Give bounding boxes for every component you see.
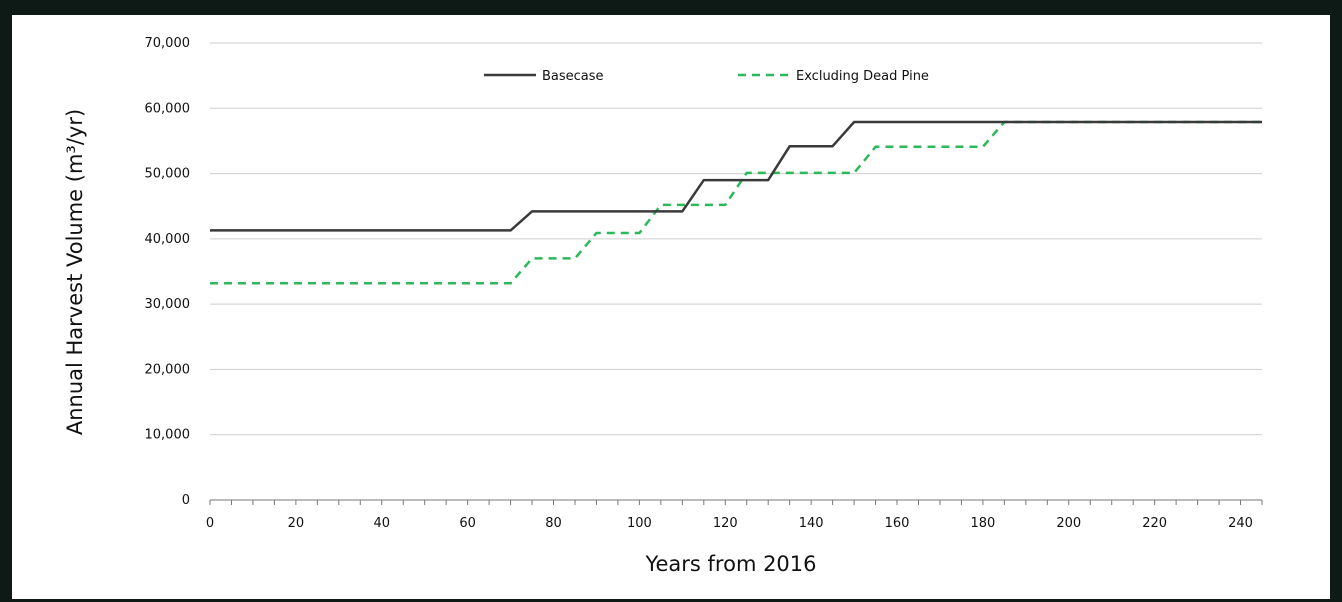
y-tick-label: 10,000 bbox=[145, 428, 191, 443]
x-tick-label: 40 bbox=[373, 516, 390, 531]
legend-label-excluding-dead-pine: Excluding Dead Pine bbox=[796, 69, 929, 84]
x-tick-label: 140 bbox=[799, 516, 824, 531]
y-tick-label: 30,000 bbox=[145, 297, 191, 312]
x-axis-label: Years from 2016 bbox=[644, 552, 816, 576]
x-tick-label: 80 bbox=[545, 516, 562, 531]
legend-label-basecase: Basecase bbox=[542, 69, 604, 84]
x-tick-label: 220 bbox=[1142, 516, 1167, 531]
x-tick-label: 60 bbox=[459, 516, 476, 531]
y-tick-label: 70,000 bbox=[145, 36, 191, 51]
y-axis-label: Annual Harvest Volume (m³/yr) bbox=[63, 109, 87, 435]
x-tick-label: 20 bbox=[288, 516, 305, 531]
y-tick-label: 40,000 bbox=[145, 232, 191, 247]
y-tick-label: 20,000 bbox=[145, 362, 191, 377]
x-tick-label: 180 bbox=[970, 516, 995, 531]
y-tick-label: 50,000 bbox=[145, 167, 191, 182]
y-axis-ticks: 0 10,000 20,000 30,000 40,000 50,000 60,000 70,… bbox=[145, 36, 191, 508]
x-tick-label: 120 bbox=[713, 516, 738, 531]
x-tick-label: 0 bbox=[206, 516, 214, 531]
series-line-excluding-dead-pine bbox=[210, 120, 1262, 285]
y-tick-label: 60,000 bbox=[145, 101, 191, 116]
series-lines bbox=[210, 120, 1262, 285]
x-tick-label: 160 bbox=[885, 516, 910, 531]
x-tick-label: 200 bbox=[1056, 516, 1081, 531]
x-axis: 0 20 40 60 80 100 120 140 160 180 200 220 240 bbox=[206, 500, 1263, 531]
series-line-basecase bbox=[210, 120, 1262, 232]
y-tick-label: 0 bbox=[182, 493, 190, 508]
x-tick-label: 100 bbox=[627, 516, 652, 531]
grid-lines bbox=[210, 42, 1262, 501]
legend: Basecase Excluding Dead Pine bbox=[484, 69, 929, 84]
x-tick-label: 240 bbox=[1228, 516, 1253, 531]
